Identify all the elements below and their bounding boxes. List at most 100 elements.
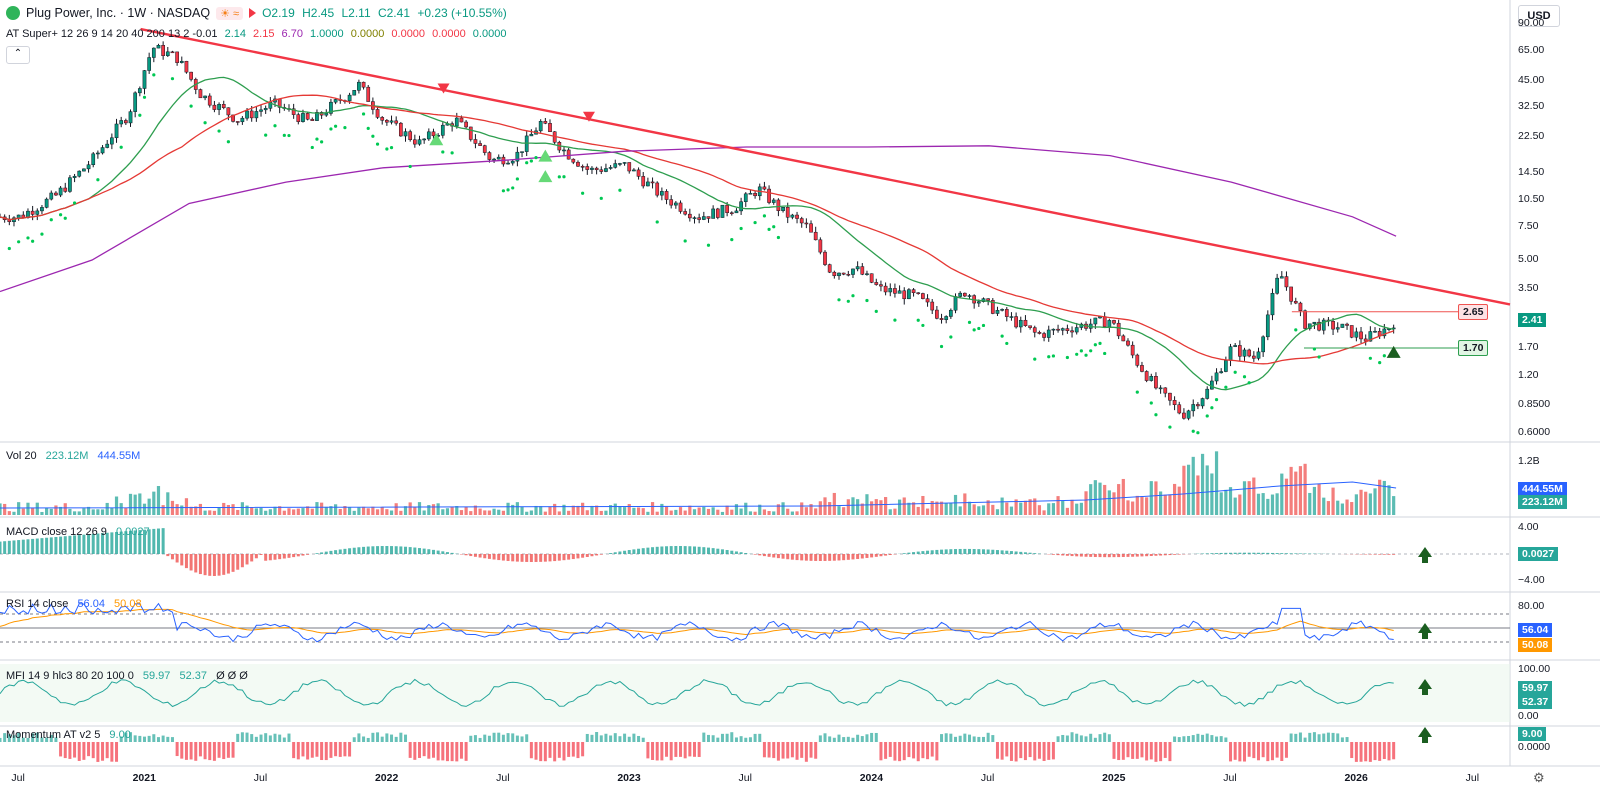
trailing-stop-dot [343,126,347,130]
support-tag[interactable]: 1.70 [1458,340,1489,356]
resistance-tag[interactable]: 2.65 [1458,303,1489,320]
macd-histogram-bar [926,550,930,554]
macd-histogram-bar [702,547,706,554]
volume-bar [967,501,972,515]
volume-bar [692,509,697,515]
momentum-legend[interactable]: Momentum AT v2 5 9.00 [6,729,131,741]
flag-icon[interactable] [249,8,257,18]
macd-histogram-bar [212,554,216,576]
macd-histogram-bar [166,554,170,557]
collapse-legend-button[interactable]: ⌃ [6,46,30,64]
momentum-bar [739,736,743,742]
candle-body [16,214,21,219]
momentum-bar [646,742,650,759]
rsi-value: 56.04 [77,598,105,610]
super-indicator-value: 0.0000 [347,28,385,40]
price-tick-label: 65.00 [1518,43,1545,56]
macd-histogram-bar [264,554,268,561]
macd-histogram-bar [236,554,240,570]
momentum-bar [790,742,794,758]
momentum-bar [856,734,860,742]
momentum-bar [59,742,63,757]
volume-bar [1219,492,1223,515]
macd-axis-label: −4.00 [1518,574,1545,586]
macd-histogram-bar [17,540,21,554]
momentum-bar [730,732,734,742]
currency-selector[interactable]: USD [1518,5,1560,27]
candle-body [1247,349,1252,357]
candle-body [1028,325,1032,328]
candle-body [711,208,715,219]
volume-bar [12,511,16,515]
macd-histogram-bar [981,549,985,554]
momentum-bar [1126,742,1130,758]
candle-body [175,51,179,63]
volume-bar [879,500,883,515]
volume-bar [357,507,361,515]
momentum-bar [888,742,892,757]
volume-bar [1345,499,1349,515]
macd-histogram-bar [1093,554,1097,558]
volume-bar [1280,473,1284,515]
macd-histogram-bar [1135,554,1139,557]
volume-bar [413,507,417,515]
volume-bar [809,504,813,515]
volume-bar [3,503,7,515]
candle-body [1298,302,1303,312]
volume-bar [166,492,170,515]
volume-legend[interactable]: Vol 20 223.12M 444.55M [6,450,140,462]
momentum-bar [133,735,137,742]
candle-body [832,271,837,277]
super-indicator-legend[interactable]: AT Super+ 12 26 9 14 20 40 200 13 2 -0.0… [6,28,506,40]
mfi-legend[interactable]: MFI 14 9 hlc3 80 20 100 0 59.97 52.37 Ø … [6,670,248,682]
momentum-bar [338,742,342,757]
macd-histogram-bar [837,554,841,561]
volume-bar [1340,503,1344,515]
momentum-bar [101,742,105,761]
momentum-bar [1368,742,1372,762]
macd-histogram-bar [921,551,925,554]
momentum-bar [921,742,925,759]
volume-bar [1308,492,1312,515]
volume-bar [828,502,832,515]
candle-body [650,181,655,184]
volume-bar [264,510,268,515]
macd-histogram-bar [1089,554,1093,557]
gear-icon[interactable]: ⚙ [1533,770,1545,785]
symbol-title[interactable]: Plug Power, Inc. · 1W · NASDAQ [26,6,211,20]
momentum-bar [422,742,426,757]
volume-bar [478,508,482,515]
candle-body [184,60,189,73]
volume-bar [688,505,692,515]
volume-bar [54,505,58,515]
sun-approx-icon[interactable]: ☀ ≈ [216,6,244,20]
momentum-bar [1163,742,1167,758]
momentum-bar [1280,742,1284,761]
trailing-stop-dot [1103,351,1107,356]
macd-histogram-bar [1378,554,1382,555]
volume-bar [627,504,631,515]
momentum-bar [613,733,617,742]
macd-histogram-bar [949,549,953,554]
momentum-bar [1107,734,1111,742]
candle-body [734,210,739,214]
macd-legend[interactable]: MACD close 12 26 9 0.0027 [6,526,150,538]
rsi-legend[interactable]: RSI 14 close 56.04 50.08 [6,598,142,610]
momentum-bar [1294,733,1298,742]
macd-histogram-bar [706,547,710,554]
macd-histogram-bar [1131,554,1135,557]
trailing-stop-dot [371,134,375,138]
macd-histogram-bar [376,546,380,554]
volume-bar [1392,496,1396,515]
candle-body [613,163,618,168]
trailing-stop-dot [967,320,972,324]
time-tick-label: 2026 [1344,772,1368,784]
macd-histogram-bar [152,528,156,554]
momentum-bar [1000,742,1004,760]
candle-body [1070,330,1074,333]
macd-histogram-bar [483,554,487,559]
momentum-bar [408,742,412,758]
candle-body [1265,314,1270,338]
volume-bar [0,503,2,515]
